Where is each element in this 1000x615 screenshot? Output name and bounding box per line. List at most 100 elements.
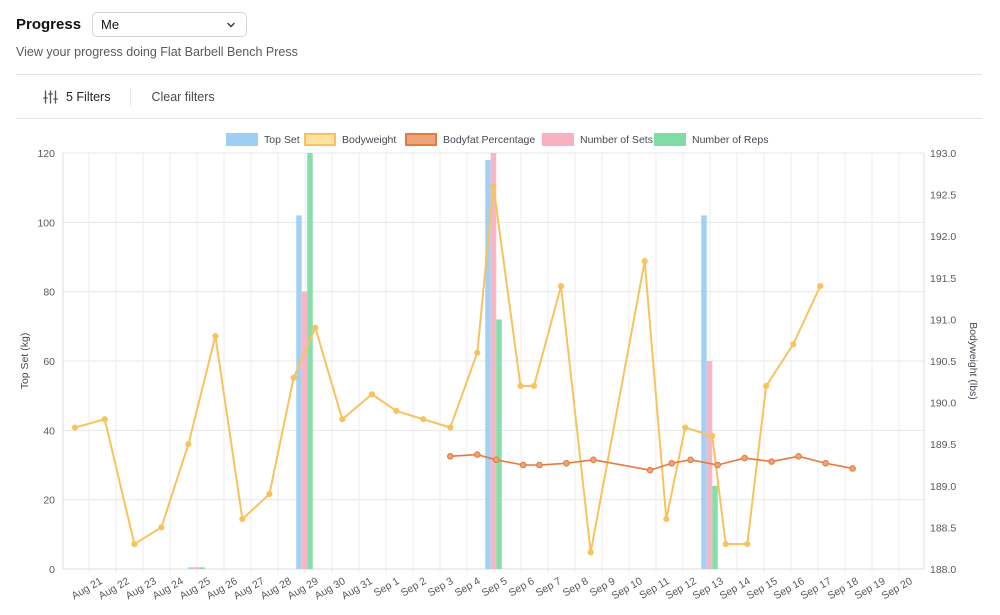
line-bodyfat-percentage: [450, 453, 853, 472]
filter-separator: [130, 88, 132, 106]
point-bodyfat-percentage: [590, 456, 597, 464]
chevron-down-icon: [227, 22, 235, 27]
x-tick-label: Sep 20: [880, 575, 915, 602]
point-bodyfat-percentage: [563, 459, 570, 467]
point-bodyweight: [239, 515, 246, 523]
point-bodyweight: [663, 515, 670, 523]
y-axis-title-right: Bodyweight (lbs): [967, 322, 979, 400]
bar-top-set: [188, 567, 194, 569]
point-bodyweight: [266, 491, 273, 498]
y-tick-label-right: 188.0: [930, 564, 956, 576]
bar-number-of-sets: [706, 361, 713, 569]
filters-button[interactable]: 5 Filters: [43, 90, 110, 104]
point-bodyfat-percentage: [447, 453, 454, 460]
x-tick-label: Sep 10: [610, 575, 645, 602]
sliders-icon: [43, 90, 58, 104]
y-tick-label-left: 40: [43, 425, 55, 437]
progress-chart: 0 20 40 60 80 100 120 188.0 188.5 189.0 189.5 190.0…: [19, 133, 979, 602]
page-title: Progress: [16, 16, 82, 33]
point-bodyfat-percentage: [668, 459, 676, 467]
point-bodyweight: [490, 183, 497, 190]
x-tick-label: Sep 4: [453, 575, 483, 599]
y-tick-label-left: 0: [49, 564, 55, 576]
bar-top-set: [485, 159, 491, 569]
y-tick-label-left: 120: [37, 148, 55, 160]
bar-number-of-reps: [199, 567, 205, 569]
x-tick-label: Aug 31: [340, 575, 375, 602]
point-bodyweight: [368, 391, 376, 398]
legend-swatch: [542, 133, 574, 146]
bar-number-of-reps: [496, 319, 502, 569]
y-tick-label-right: 192.0: [930, 231, 956, 243]
point-bodyweight: [763, 382, 770, 390]
point-bodyweight: [722, 540, 729, 548]
page-subtitle: View your progress doing Flat Barbell Be…: [16, 45, 298, 59]
legend-label: Number of Reps: [692, 134, 768, 146]
y-tick-label-left: 60: [43, 356, 55, 368]
point-bodyweight: [212, 332, 219, 340]
point-bodyweight: [790, 341, 797, 348]
point-bodyweight: [71, 424, 79, 431]
point-bodyweight: [158, 524, 165, 531]
x-tick-label: Sep 2: [399, 575, 429, 599]
point-bodyweight: [185, 441, 192, 448]
clear-filters-button[interactable]: Clear filters: [151, 90, 215, 104]
y-tick-label-right: 188.5: [930, 522, 956, 534]
point-bodyfat-percentage: [714, 461, 721, 469]
legend-swatch: [654, 133, 686, 146]
point-bodyfat-percentage: [822, 459, 829, 467]
user-select-value: Me: [101, 17, 120, 32]
point-bodyweight: [393, 407, 400, 415]
y-tick-label-left: 100: [37, 217, 55, 229]
legend-swatch: [304, 133, 336, 146]
y-tick-label-left: 80: [43, 287, 55, 299]
y-tick-label-right: 191.0: [930, 314, 956, 326]
x-tick-label: Sep 7: [534, 575, 564, 599]
point-bodyfat-percentage: [519, 461, 527, 469]
point-bodyweight: [131, 540, 138, 548]
bar-number-of-sets: [301, 291, 308, 569]
bar-number-of-reps: [712, 485, 718, 569]
bar-number-of-sets: [490, 153, 497, 569]
point-bodyfat-percentage: [741, 454, 748, 462]
point-bodyweight: [339, 416, 346, 423]
point-bodyweight: [312, 324, 319, 331]
point-bodyweight: [682, 424, 689, 431]
point-bodyweight: [709, 432, 716, 439]
header-divider: [16, 74, 982, 75]
y-tick-label-left: 20: [43, 495, 55, 507]
legend-label: Number of Sets: [580, 134, 653, 146]
point-bodyweight: [641, 258, 648, 265]
point-bodyfat-percentage: [687, 456, 694, 464]
legend-swatch: [226, 133, 258, 146]
point-bodyweight: [587, 549, 594, 556]
point-bodyweight: [420, 416, 427, 423]
point-bodyweight: [474, 349, 481, 356]
point-bodyweight: [817, 283, 824, 290]
legend-label: Bodyfat Percentage: [443, 134, 535, 146]
y-axis-title-left: Top Set (kg): [19, 333, 31, 390]
x-tick-label: Sep 6: [507, 575, 537, 599]
x-tick-label: Sep 3: [426, 575, 456, 599]
bar-top-set: [701, 215, 707, 569]
x-tick-label: Sep 1: [372, 575, 402, 599]
x-tick-label: Sep 8: [561, 575, 591, 599]
filter-bar: 5 Filters Clear filters: [43, 88, 215, 106]
point-bodyweight: [101, 416, 108, 423]
bar-number-of-sets: [193, 567, 200, 569]
point-bodyweight: [517, 382, 524, 390]
y-tick-label-right: 193.0: [930, 148, 956, 160]
filters-label: 5 Filters: [66, 90, 111, 104]
user-select[interactable]: Me: [92, 12, 248, 37]
legend-swatch: [405, 133, 437, 146]
point-bodyfat-percentage: [536, 461, 543, 469]
point-bodyweight: [557, 283, 565, 290]
point-bodyfat-percentage: [474, 451, 481, 458]
legend-label: Top Set: [264, 134, 300, 146]
y-tick-label-right: 191.5: [930, 273, 956, 285]
point-bodyfat-percentage: [492, 456, 500, 464]
y-tick-label-right: 192.5: [930, 190, 956, 202]
point-bodyfat-percentage: [849, 465, 856, 472]
header: Progress Me: [16, 12, 248, 37]
y-tick-label-right: 190.5: [930, 356, 956, 368]
